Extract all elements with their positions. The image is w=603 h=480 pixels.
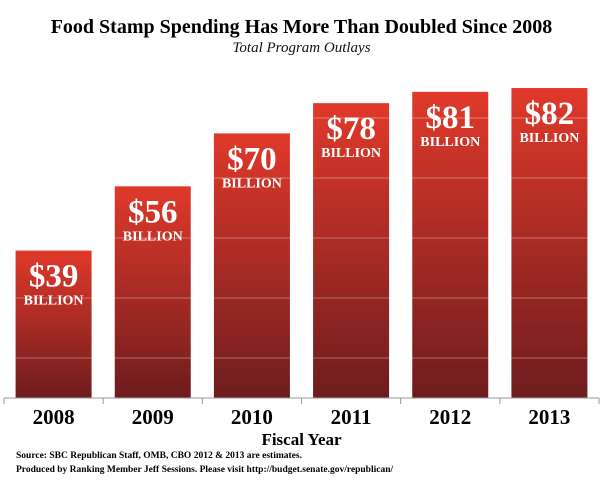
source-note: Source: SBC Republican Staff, OMB, CBO 2… <box>16 451 302 461</box>
x-tick-label-2012: 2012 <box>429 405 471 429</box>
bar-2008 <box>15 250 92 398</box>
x-tick-label-2013: 2013 <box>528 405 570 429</box>
x-tick-label-2009: 2009 <box>132 405 174 429</box>
bar-2009 <box>114 186 191 398</box>
x-tick-label-2008: 2008 <box>33 405 75 429</box>
bar-2011 <box>313 103 390 398</box>
unit-label-2012: BILLION <box>420 135 480 150</box>
chart-subtitle: Total Program Outlays <box>232 40 371 56</box>
data-label-2008: $39 <box>29 259 79 295</box>
chart-title: Food Stamp Spending Has More Than Double… <box>50 16 553 38</box>
unit-label-2009: BILLION <box>123 229 183 244</box>
data-label-2009: $56 <box>128 194 178 230</box>
x-tick-label-2011: 2011 <box>331 405 372 429</box>
bar-2010 <box>213 133 290 398</box>
unit-label-2010: BILLION <box>222 176 282 191</box>
data-label-2010: $70 <box>227 141 277 177</box>
produced-note: Produced by Ranking Member Jeff Sessions… <box>16 465 394 475</box>
x-axis-label: Fiscal Year <box>261 430 342 449</box>
data-label-2012: $81 <box>426 100 476 136</box>
bar-2012 <box>412 91 489 398</box>
unit-label-2008: BILLION <box>24 294 84 309</box>
bar-2013 <box>511 88 588 398</box>
data-label-2011: $78 <box>326 111 376 147</box>
unit-label-2013: BILLION <box>519 131 579 146</box>
data-label-2013: $82 <box>525 96 575 132</box>
x-tick-label-2010: 2010 <box>231 405 273 429</box>
unit-label-2011: BILLION <box>321 146 381 161</box>
